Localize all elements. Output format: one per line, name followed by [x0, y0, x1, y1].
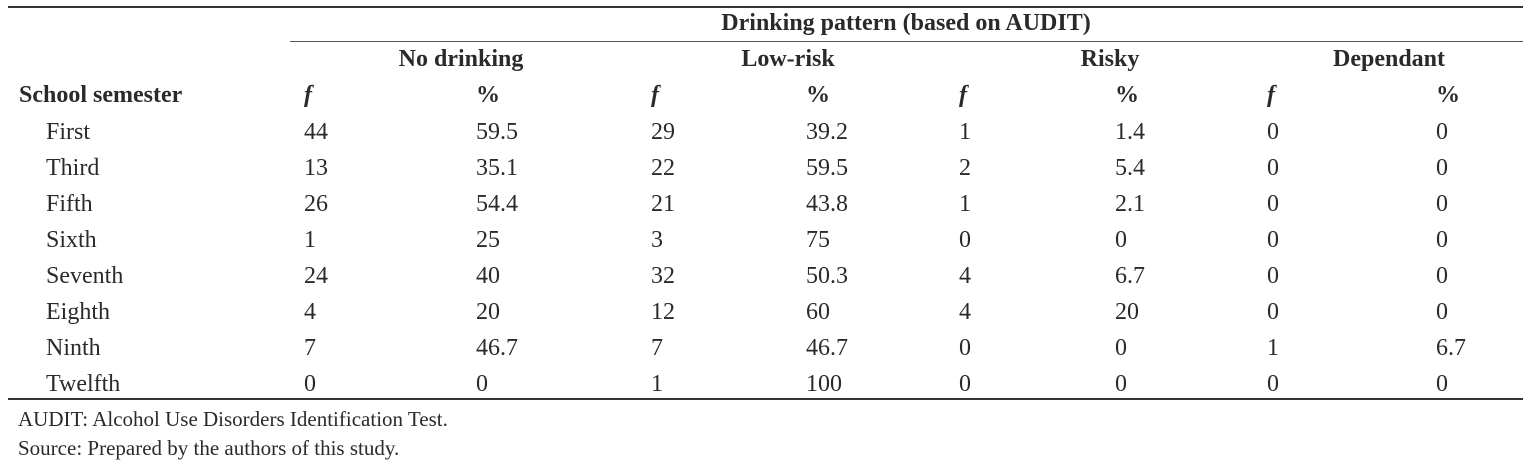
cell-percent: 0: [1115, 227, 1127, 253]
cell-frequency: 0: [1267, 119, 1279, 145]
cell-frequency: 4: [304, 299, 316, 325]
cell-frequency: 32: [651, 263, 675, 289]
group-header: Drinking pattern (based on AUDIT): [721, 10, 1091, 36]
cell-frequency: 4: [959, 299, 971, 325]
cell-frequency: 0: [1267, 299, 1279, 325]
row-label-semester: Fifth: [46, 191, 93, 217]
cell-percent: 100: [806, 371, 842, 397]
row-label-semester: Sixth: [46, 227, 97, 253]
cell-frequency: 2: [959, 155, 971, 181]
cell-percent: 59.5: [806, 155, 848, 181]
cell-percent: 0: [1436, 371, 1448, 397]
cell-frequency: 0: [1267, 227, 1279, 253]
group-header-rule: [290, 41, 1523, 42]
cell-frequency: 1: [651, 371, 663, 397]
row-header-school-semester: School semester: [19, 82, 183, 108]
cell-percent: 39.2: [806, 119, 848, 145]
col-header-f: f: [304, 82, 312, 108]
cell-frequency: 13: [304, 155, 328, 181]
cell-percent: 59.5: [476, 119, 518, 145]
table-note-abbreviation: AUDIT: Alcohol Use Disorders Identificat…: [18, 407, 448, 431]
cell-frequency: 0: [959, 371, 971, 397]
cell-percent: 20: [476, 299, 500, 325]
cell-percent: 50.3: [806, 263, 848, 289]
table-row: Fifth 26 54.4 21 43.8 1 2.1 0 0: [0, 190, 1531, 226]
cell-frequency: 0: [304, 371, 316, 397]
table-bottom-rule: [8, 398, 1523, 400]
cell-frequency: 24: [304, 263, 328, 289]
cell-frequency: 21: [651, 191, 675, 217]
table-row: Twelfth 0 0 1 100 0 0 0 0: [0, 370, 1531, 406]
row-label-semester: Third: [46, 155, 100, 181]
cell-percent: 0: [476, 371, 488, 397]
cell-frequency: 1: [959, 191, 971, 217]
row-label-semester: Ninth: [46, 335, 101, 361]
cell-percent: 6.7: [1436, 335, 1466, 361]
row-label-semester: Seventh: [46, 263, 124, 289]
cell-frequency: 0: [1267, 155, 1279, 181]
subgroup-risky: Risky: [1080, 46, 1140, 72]
cell-percent: 0: [1436, 263, 1448, 289]
cell-frequency: 3: [651, 227, 663, 253]
col-header-pct: %: [476, 82, 500, 108]
table-row: First 44 59.5 29 39.2 1 1.4 0 0: [0, 118, 1531, 154]
cell-frequency: 1: [1267, 335, 1279, 361]
subgroup-low-risk: Low-risk: [741, 46, 835, 72]
cell-percent: 0: [1115, 371, 1127, 397]
cell-frequency: 12: [651, 299, 675, 325]
col-header-pct: %: [1115, 82, 1139, 108]
cell-frequency: 7: [304, 335, 316, 361]
table-row: Third 13 35.1 22 59.5 2 5.4 0 0: [0, 154, 1531, 190]
table-top-rule: [8, 6, 1523, 8]
cell-frequency: 4: [959, 263, 971, 289]
col-header-pct: %: [1436, 82, 1460, 108]
cell-percent: 0: [1436, 119, 1448, 145]
cell-frequency: 1: [304, 227, 316, 253]
cell-percent: 60: [806, 299, 830, 325]
cell-frequency: 0: [1267, 191, 1279, 217]
table-row: Eighth 4 20 12 60 4 20 0 0: [0, 298, 1531, 334]
cell-percent: 0: [1436, 299, 1448, 325]
col-header-f: f: [651, 82, 659, 108]
col-header-f: f: [959, 82, 967, 108]
cell-frequency: 44: [304, 119, 328, 145]
cell-percent: 25: [476, 227, 500, 253]
cell-percent: 20: [1115, 299, 1139, 325]
cell-percent: 0: [1436, 227, 1448, 253]
cell-percent: 0: [1436, 191, 1448, 217]
subgroup-no-drinking: No drinking: [398, 46, 524, 72]
cell-percent: 6.7: [1115, 263, 1145, 289]
cell-frequency: 0: [959, 227, 971, 253]
cell-percent: 5.4: [1115, 155, 1145, 181]
cell-percent: 54.4: [476, 191, 518, 217]
subgroup-dependant: Dependant: [1332, 46, 1446, 72]
table-row: Sixth 1 25 3 75 0 0 0 0: [0, 226, 1531, 262]
cell-percent: 0: [1436, 155, 1448, 181]
row-label-semester: Twelfth: [46, 371, 121, 397]
cell-percent: 46.7: [476, 335, 518, 361]
cell-frequency: 0: [1267, 371, 1279, 397]
cell-frequency: 7: [651, 335, 663, 361]
cell-percent: 2.1: [1115, 191, 1145, 217]
table-row: Seventh 24 40 32 50.3 4 6.7 0 0: [0, 262, 1531, 298]
cell-percent: 40: [476, 263, 500, 289]
col-header-pct: %: [806, 82, 830, 108]
cell-percent: 46.7: [806, 335, 848, 361]
cell-frequency: 1: [959, 119, 971, 145]
cell-percent: 43.8: [806, 191, 848, 217]
table-row: Ninth 7 46.7 7 46.7 0 0 1 6.7: [0, 334, 1531, 370]
cell-frequency: 29: [651, 119, 675, 145]
cell-percent: 0: [1115, 335, 1127, 361]
cell-percent: 1.4: [1115, 119, 1145, 145]
cell-frequency: 0: [1267, 263, 1279, 289]
col-header-f: f: [1267, 82, 1275, 108]
cell-frequency: 26: [304, 191, 328, 217]
table-note-source: Source: Prepared by the authors of this …: [18, 436, 400, 460]
cell-percent: 35.1: [476, 155, 518, 181]
row-label-semester: First: [46, 119, 91, 145]
cell-frequency: 22: [651, 155, 675, 181]
cell-frequency: 0: [959, 335, 971, 361]
cell-percent: 75: [806, 227, 830, 253]
row-label-semester: Eighth: [46, 299, 110, 325]
